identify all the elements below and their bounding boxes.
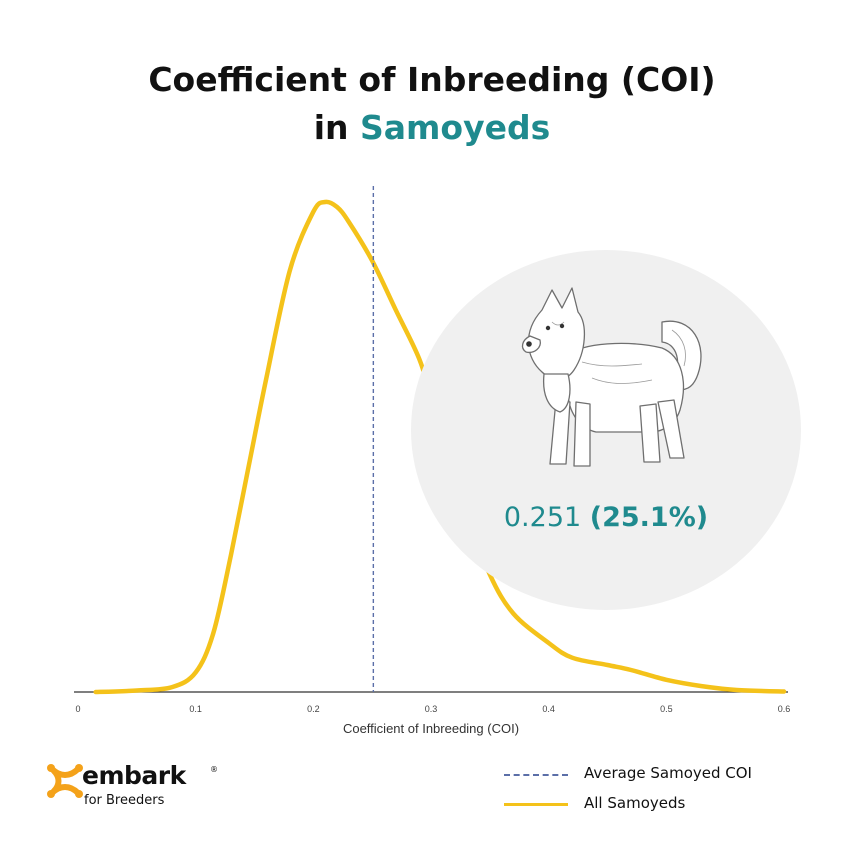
title-line-2: in Samoyeds [0, 104, 864, 152]
title-prefix: in [313, 108, 361, 147]
coi-decimal: 0.251 [503, 502, 582, 533]
legend-label-average: Average Samoyed COI [584, 764, 752, 782]
legend-swatch-dashed [504, 774, 568, 776]
title-line-1: Coefficient of Inbreeding (COI) [148, 60, 716, 99]
x-tick-label: 0.1 [189, 704, 202, 714]
brand-registered-mark: ® [210, 765, 218, 774]
samoyed-dog-illustration [521, 287, 702, 467]
legend-label-all: All Samoyeds [584, 794, 686, 812]
brand-name: embark [82, 761, 186, 790]
x-axis: 0 0.1 0.2 0.3 0.4 0.5 0.6 Coefficient of Inbree… [74, 691, 791, 736]
x-tick-label: 0.5 [660, 704, 673, 714]
x-tick-label: 0 [75, 704, 80, 714]
chart-title: Coefficient of Inbreeding (COI) in Samoy… [0, 56, 864, 152]
x-tick-label: 0.2 [307, 704, 320, 714]
title-accent: Samoyeds [360, 108, 551, 147]
x-tick-label: 0.4 [542, 704, 555, 714]
series-layer [93, 199, 787, 695]
x-axis-label: Coefficient of Inbreeding (COI) [343, 721, 519, 736]
embark-logo-icon [47, 764, 83, 798]
coi-average-value: 0.251 (25.1%) [411, 502, 801, 533]
series-line-all-samoyeds [93, 199, 787, 695]
brand-tagline: for Breeders [84, 793, 165, 808]
x-tick-label: 0.3 [425, 704, 438, 714]
coi-percent: (25.1%) [589, 502, 709, 533]
legend-swatch-solid [504, 803, 568, 806]
x-tick-label: 0.6 [778, 704, 791, 714]
